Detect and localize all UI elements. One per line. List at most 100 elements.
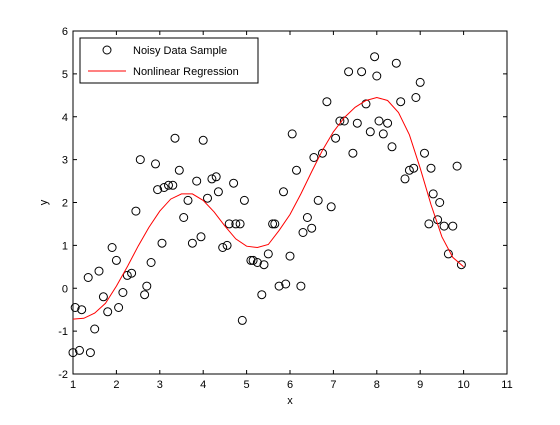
data-point [409,163,419,173]
data-point [187,238,197,248]
data-point [387,142,397,152]
data-point [424,219,434,229]
data-point [428,189,438,199]
data-point [237,315,247,325]
data-point [302,213,312,222]
data-point [448,221,458,231]
data-point [75,345,84,355]
data-point [135,155,145,165]
data-point [192,176,202,186]
data-point [322,97,332,107]
data-point [98,292,108,302]
data-point [348,148,358,158]
data-point [372,71,382,81]
data-point [151,159,160,169]
x-tick-label: 7 [330,379,336,391]
y-tick-label: 5 [62,69,68,81]
data-point [257,290,267,300]
data-point [263,249,273,259]
data-point [207,174,217,184]
data-point [146,258,156,267]
data-point [357,67,367,77]
data-point [285,251,295,261]
regression-line [72,96,464,320]
data-point [415,77,425,87]
data-point [153,185,163,195]
data-point [268,219,278,229]
x-tick-label: 10 [457,379,469,391]
data-point [248,255,258,265]
x-tick-label: 8 [374,379,380,391]
y-tick-label: 4 [62,112,68,124]
data-point [170,133,180,143]
data-point [213,187,223,197]
data-point [159,183,169,192]
x-tick-label: 2 [113,379,119,391]
y-tick-label: 3 [62,155,68,167]
x-tick-label: 5 [244,379,250,391]
data-point [313,195,323,205]
data-point [196,232,206,242]
x-tick-label: 4 [200,379,206,391]
y-tick-label: -2 [58,369,68,381]
data-point [222,240,232,250]
data-point [90,324,100,334]
data-point [296,281,306,291]
data-point [198,135,208,145]
data-point [279,187,288,197]
data-point [361,99,371,109]
data-point [404,165,414,175]
data-point [352,118,362,128]
data-point [111,255,121,265]
data-point [179,213,189,222]
data-point [335,116,345,126]
legend-box [79,37,259,84]
data-point [157,238,167,248]
data-point [309,153,319,162]
data-point [68,348,78,358]
data-point [378,129,388,139]
data-point [435,198,445,207]
y-tick-label: -1 [58,326,68,338]
data-point [287,129,297,139]
y-tick-label: 2 [62,198,68,210]
data-point [174,165,184,175]
data-point [118,288,128,297]
data-point [183,195,193,205]
data-point [426,163,436,173]
data-point [365,127,375,137]
x-tick-label: 1 [70,379,76,391]
data-point [370,52,380,62]
data-point [259,260,269,270]
x-tick-label: 9 [417,379,423,391]
data-point [274,281,284,291]
data-point [122,270,132,280]
data-point [318,148,327,158]
data-point [396,97,406,107]
data-point [127,268,137,278]
legend-label: Noisy Data Sample [133,45,227,57]
data-point [239,195,249,205]
x-tick-label: 3 [157,379,163,391]
data-point [94,266,104,276]
x-axis-label: x [287,395,293,407]
legend-label: Nonlinear Regression [133,66,239,78]
data-point [383,118,393,128]
data-point [211,172,221,182]
data-point [307,223,317,233]
data-point [164,180,173,190]
data-point [411,93,421,102]
data-point [281,279,291,289]
y-tick-label: 1 [62,240,68,252]
data-point [77,305,87,315]
data-point [420,148,429,158]
data-point [456,260,466,270]
data-point [85,348,95,358]
data-point [391,58,401,68]
data-point [270,219,280,229]
data-point [252,258,262,267]
x-tick-label: 11 [501,379,512,391]
data-point [331,133,341,143]
